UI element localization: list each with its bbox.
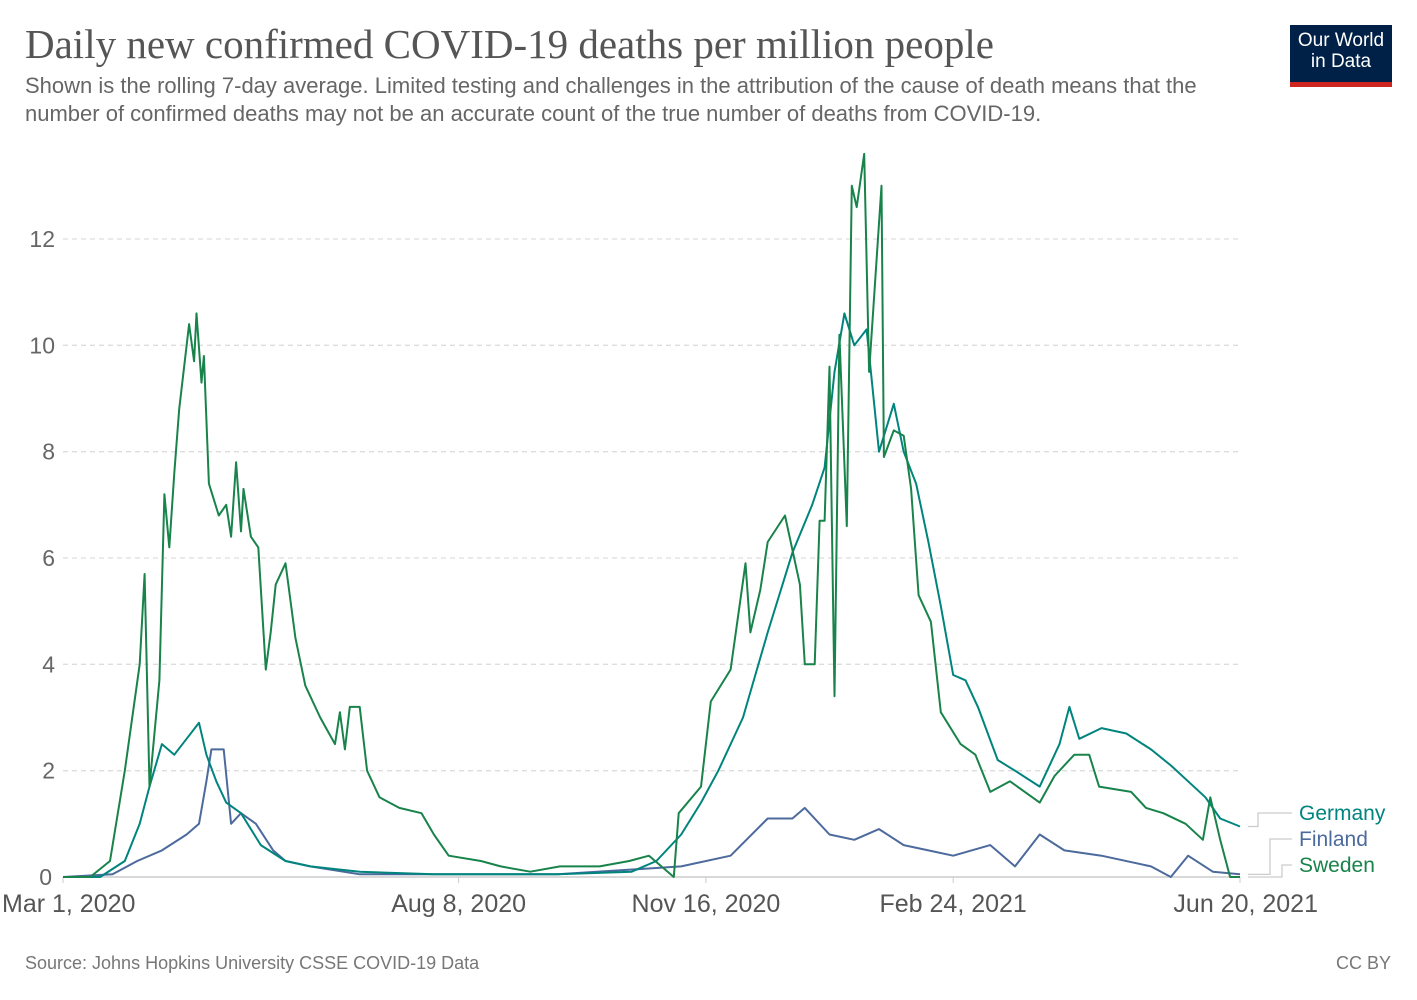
chart-subtitle: Shown is the rolling 7-day average. Limi… [25, 73, 1197, 126]
x-tick-label: Mar 1, 2020 [2, 890, 135, 918]
x-tick-label: Feb 24, 2021 [879, 890, 1026, 918]
y-tick-label: 12 [29, 226, 55, 252]
y-tick-label: 8 [42, 439, 55, 465]
y-tick-label: 2 [42, 758, 55, 784]
series-line-germany [63, 312, 1241, 878]
legend-connector [1248, 864, 1292, 878]
logo-line-2: in Data [1310, 51, 1372, 72]
y-tick-label: 6 [42, 545, 55, 571]
source-note[interactable]: Source: Johns Hopkins University CSSE CO… [25, 953, 480, 973]
x-tick-label: Aug 8, 2020 [391, 890, 526, 918]
y-tick-label: 0 [39, 864, 52, 890]
logo-line-1: Our World [1297, 30, 1385, 51]
y-tick-label: 10 [29, 332, 55, 358]
series-line-sweden [63, 152, 1240, 878]
owid-logo[interactable]: Our World in Data [1290, 25, 1392, 87]
license-link[interactable]: CC BY [1335, 953, 1391, 973]
legend-connector [1248, 812, 1292, 828]
y-tick-label: 4 [42, 651, 55, 677]
x-tick-label: Nov 16, 2020 [632, 890, 781, 918]
series-line-finland [62, 748, 1241, 878]
legend-label-sweden[interactable]: Sweden [1299, 854, 1375, 877]
chart-title: Daily new confirmed COVID-19 deaths per … [25, 21, 994, 67]
legend-label-germany[interactable]: Germany [1299, 802, 1386, 825]
legend-label-finland[interactable]: Finland [1299, 828, 1368, 851]
legend-connector [1248, 838, 1292, 875]
x-tick-label: Jun 20, 2021 [1173, 890, 1318, 918]
